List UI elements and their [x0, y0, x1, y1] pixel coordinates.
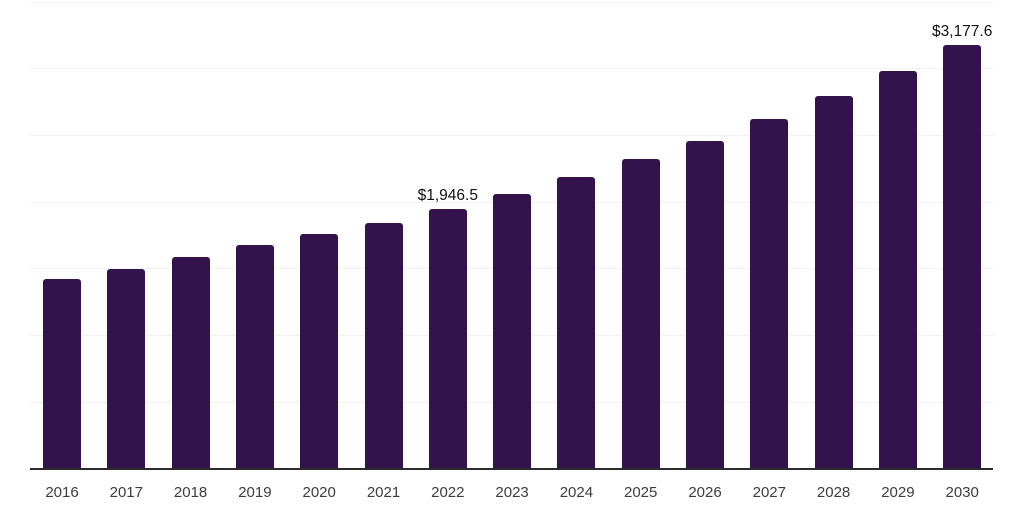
bar-2022 [428, 209, 467, 469]
x-tick-label-2018: 2018 [173, 484, 208, 501]
x-tick-label-2016: 2016 [45, 484, 79, 501]
x-tick-label-2027: 2027 [752, 484, 786, 501]
x-tick-label-2023: 2023 [495, 484, 529, 501]
gridline [30, 1, 994, 3]
x-tick-label-2026: 2026 [688, 484, 722, 501]
x-tick-label-2020: 2020 [302, 484, 336, 501]
bar-2023 [493, 194, 532, 469]
x-tick-label-2029: 2029 [881, 484, 915, 501]
x-tick-label-2019: 2019 [238, 484, 272, 501]
bar-2018 [171, 256, 210, 469]
gridline [30, 134, 994, 136]
bar-2026 [686, 140, 724, 469]
bar-2024 [557, 177, 596, 469]
x-tick-label-2024: 2024 [559, 484, 594, 501]
x-tick-label-2021: 2021 [366, 484, 401, 501]
x-tick-label-2030: 2030 [945, 484, 979, 501]
bar-2027 [750, 119, 789, 469]
bar-2030 [943, 45, 982, 469]
x-tick-label-2017: 2017 [109, 484, 143, 501]
x-tick-label-2022: 2022 [431, 484, 465, 501]
data-label-2030: $3,177.6 [932, 23, 993, 41]
x-tick-label-2028: 2028 [816, 484, 851, 501]
bar-2017 [107, 268, 146, 469]
bar-2021 [364, 223, 403, 469]
bar-2020 [300, 234, 339, 469]
x-tick-label-2025: 2025 [624, 484, 658, 501]
gridline [30, 68, 994, 70]
bar-2019 [235, 245, 274, 469]
bar-2025 [621, 159, 660, 469]
bar-2016 [43, 278, 81, 469]
bar-2029 [878, 71, 917, 469]
bar-2028 [814, 96, 853, 469]
x-axis-line [30, 468, 993, 470]
data-label-2022: $1,946.5 [417, 187, 478, 205]
